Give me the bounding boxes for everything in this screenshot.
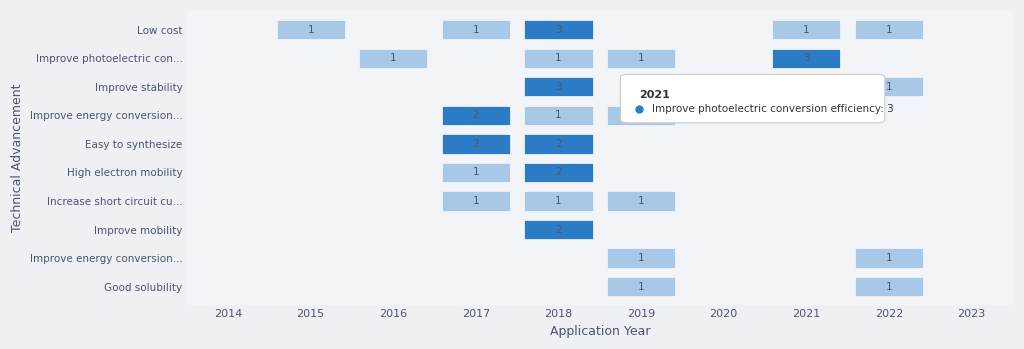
FancyBboxPatch shape: [523, 133, 594, 155]
FancyBboxPatch shape: [771, 19, 842, 40]
X-axis label: Application Year: Application Year: [550, 325, 650, 338]
Text: 3: 3: [555, 82, 562, 92]
FancyBboxPatch shape: [523, 47, 594, 69]
Text: 1: 1: [555, 196, 562, 206]
Text: 2: 2: [555, 139, 562, 149]
Text: 2: 2: [555, 224, 562, 235]
FancyBboxPatch shape: [523, 19, 594, 40]
Text: 1: 1: [555, 53, 562, 63]
Text: Improve photoelectric conversion efficiency: 3: Improve photoelectric conversion efficie…: [652, 104, 894, 114]
FancyBboxPatch shape: [523, 162, 594, 183]
FancyBboxPatch shape: [621, 74, 885, 123]
FancyBboxPatch shape: [440, 133, 511, 155]
FancyBboxPatch shape: [440, 162, 511, 183]
FancyBboxPatch shape: [440, 105, 511, 126]
Text: 2: 2: [472, 139, 479, 149]
FancyBboxPatch shape: [606, 47, 676, 69]
FancyBboxPatch shape: [854, 76, 924, 97]
FancyBboxPatch shape: [358, 47, 428, 69]
FancyBboxPatch shape: [440, 190, 511, 211]
FancyBboxPatch shape: [606, 247, 676, 269]
FancyBboxPatch shape: [523, 190, 594, 211]
FancyBboxPatch shape: [854, 19, 924, 40]
Text: 3: 3: [803, 53, 810, 63]
Text: 1: 1: [886, 82, 892, 92]
FancyBboxPatch shape: [854, 247, 924, 269]
Text: 1: 1: [307, 25, 314, 35]
FancyBboxPatch shape: [275, 19, 346, 40]
FancyBboxPatch shape: [606, 190, 676, 211]
Text: 1: 1: [390, 53, 396, 63]
FancyBboxPatch shape: [606, 276, 676, 297]
Text: 1: 1: [472, 168, 479, 177]
Text: 1: 1: [638, 253, 644, 263]
FancyBboxPatch shape: [440, 19, 511, 40]
Text: 2: 2: [555, 168, 562, 177]
FancyBboxPatch shape: [523, 219, 594, 240]
Text: 1: 1: [555, 110, 562, 120]
FancyBboxPatch shape: [606, 105, 676, 126]
Text: 2021: 2021: [639, 90, 670, 99]
FancyBboxPatch shape: [523, 105, 594, 126]
Text: 1: 1: [472, 25, 479, 35]
FancyBboxPatch shape: [523, 76, 594, 97]
Text: 1: 1: [886, 253, 892, 263]
Text: 1: 1: [638, 196, 644, 206]
Text: 1: 1: [803, 25, 810, 35]
Text: 1: 1: [886, 282, 892, 292]
Text: 2: 2: [472, 110, 479, 120]
Text: 1: 1: [886, 25, 892, 35]
Text: 1: 1: [472, 196, 479, 206]
Text: 1: 1: [638, 110, 644, 120]
Text: 1: 1: [638, 53, 644, 63]
Y-axis label: Technical Advancement: Technical Advancement: [11, 84, 25, 232]
Text: 1: 1: [638, 282, 644, 292]
FancyBboxPatch shape: [771, 47, 842, 69]
FancyBboxPatch shape: [854, 276, 924, 297]
Text: 3: 3: [555, 25, 562, 35]
